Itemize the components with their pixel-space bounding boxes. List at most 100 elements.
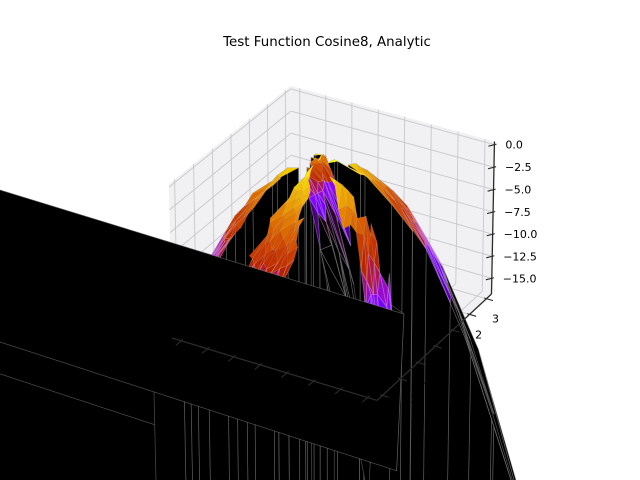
y-tick-mark bbox=[450, 328, 460, 333]
y-tick-mark bbox=[432, 345, 443, 349]
surface-triangle bbox=[348, 163, 360, 173]
surface-triangle bbox=[334, 180, 339, 210]
z-tick-mark bbox=[486, 233, 495, 237]
z-tick-mark bbox=[487, 188, 496, 192]
surface-mesh bbox=[0, 153, 517, 480]
surface-triangle bbox=[277, 245, 288, 264]
surface-triangle bbox=[350, 210, 357, 233]
surface-triangle bbox=[234, 200, 253, 216]
y-axis-spine bbox=[376, 293, 492, 401]
surface-triangle bbox=[294, 220, 298, 231]
surface-triangle bbox=[254, 190, 267, 200]
surface-triangle bbox=[294, 206, 303, 223]
surface-triangle bbox=[279, 248, 288, 269]
surface-triangle bbox=[252, 242, 266, 265]
z-tick-label: 0.0 bbox=[505, 139, 523, 152]
y-tick-label: 1 bbox=[458, 344, 465, 357]
y-tick-mark bbox=[467, 313, 477, 317]
z-grid-line bbox=[290, 132, 494, 191]
surface-triangle bbox=[269, 203, 287, 223]
surface-triangle bbox=[373, 175, 389, 187]
surface-triangle bbox=[243, 206, 255, 218]
surface-triangle bbox=[293, 196, 303, 208]
surface-triangle bbox=[360, 270, 368, 308]
surface-triangle bbox=[304, 170, 312, 178]
z-grid-line bbox=[290, 110, 495, 168]
surface-triangle bbox=[346, 189, 354, 211]
surface-triangle bbox=[255, 253, 266, 274]
surface-triangle bbox=[224, 216, 244, 239]
x-tick-mark bbox=[254, 362, 263, 370]
x-tick-mark bbox=[281, 370, 290, 378]
z-grid-line bbox=[168, 88, 291, 188]
x-tick-label: 2 bbox=[297, 399, 304, 412]
x-tick-label: −2 bbox=[186, 367, 202, 380]
axis-lines-and-ticks bbox=[171, 141, 497, 403]
surface-triangle bbox=[301, 191, 311, 205]
surface-triangle bbox=[401, 204, 416, 224]
z-grid-line bbox=[169, 132, 292, 233]
surface-triangle bbox=[256, 190, 267, 200]
x-axis-spine bbox=[171, 337, 378, 402]
y-tick-mark bbox=[415, 361, 425, 365]
surface-triangle bbox=[270, 217, 286, 241]
surface-triangle bbox=[309, 162, 323, 181]
surface-triangle bbox=[310, 157, 321, 160]
surface-triangle bbox=[249, 234, 268, 259]
x-tick-mark bbox=[201, 346, 210, 354]
surface-triangle bbox=[307, 175, 316, 195]
z-grid-line bbox=[169, 110, 292, 211]
surface-triangle bbox=[236, 197, 257, 220]
surface-triangle bbox=[319, 158, 334, 181]
y-tick-label: −2 bbox=[401, 393, 417, 406]
z-tick-mark bbox=[485, 277, 495, 281]
z-tick-label: −5.0 bbox=[505, 184, 532, 197]
z-tick-label: −12.5 bbox=[503, 250, 537, 263]
surface-triangle bbox=[360, 166, 381, 183]
surface-triangle bbox=[266, 222, 275, 236]
surface-triangle bbox=[254, 183, 275, 200]
z-tick-mark bbox=[488, 143, 497, 147]
x-tick-mark bbox=[334, 387, 343, 395]
surface-triangle bbox=[357, 216, 367, 236]
surface-triangle bbox=[252, 234, 268, 259]
surface-triangle bbox=[306, 167, 319, 183]
surface-triangle bbox=[219, 232, 236, 253]
surface-triangle bbox=[271, 238, 284, 251]
z-tick-mark bbox=[487, 210, 496, 215]
surface-triangle bbox=[254, 197, 261, 208]
x-tick-mark bbox=[175, 338, 184, 346]
z-tick-label: −7.5 bbox=[504, 206, 531, 219]
surface-triangle bbox=[235, 213, 249, 229]
surface-triangle bbox=[280, 212, 297, 231]
surface-triangle bbox=[280, 167, 299, 178]
x-tick-label: 1 bbox=[270, 391, 277, 404]
x-tick-mark bbox=[361, 395, 370, 403]
surface-triangle bbox=[295, 203, 303, 214]
z-tick-mark bbox=[486, 255, 495, 259]
y-tick-label: −3 bbox=[383, 409, 399, 422]
surface-triangle bbox=[275, 245, 287, 264]
y-tick-label: −1 bbox=[419, 376, 435, 389]
surface-triangle bbox=[236, 197, 257, 220]
surface-triangle bbox=[313, 153, 324, 156]
surface-triangle bbox=[286, 246, 298, 267]
surface-triangle bbox=[344, 165, 366, 176]
surface-triangle bbox=[337, 160, 361, 175]
z-tick-label: −15.0 bbox=[503, 272, 537, 285]
surface-triangle bbox=[363, 216, 369, 254]
z-tick-label: −10.0 bbox=[504, 228, 538, 241]
y-tick-mark bbox=[397, 377, 408, 382]
z-grid-line bbox=[290, 88, 495, 146]
surface-triangle bbox=[370, 222, 378, 243]
surface-triangle bbox=[306, 167, 323, 181]
y-tick-label: 2 bbox=[475, 328, 482, 341]
surface-triangle bbox=[355, 163, 374, 179]
surface-triangle bbox=[229, 224, 236, 240]
surface-triangle bbox=[343, 205, 351, 230]
y-tick-mark bbox=[380, 394, 390, 398]
y-tick-label: 3 bbox=[492, 313, 499, 326]
